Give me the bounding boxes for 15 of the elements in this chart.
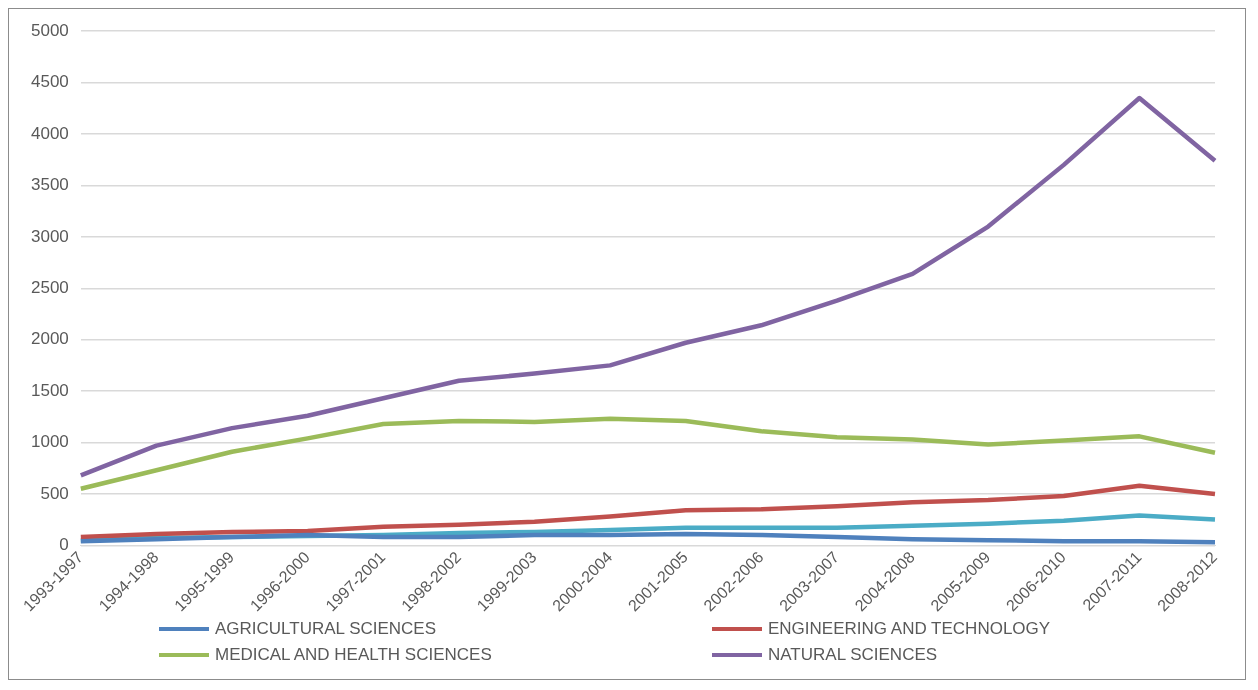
y-tick-label: 1500	[30, 380, 69, 400]
y-tick-label: 5000	[30, 20, 69, 40]
y-tick-label: 2500	[30, 277, 69, 297]
legend-label: AGRICULTURAL SCIENCES	[215, 619, 437, 639]
y-tick-label: 2000	[30, 329, 69, 349]
y-tick-label: 3500	[30, 175, 69, 195]
y-tick-label: 4000	[30, 123, 69, 143]
y-tick-label: 4500	[30, 72, 69, 92]
y-tick-label: 3000	[30, 226, 69, 246]
legend-label: NATURAL SCIENCES	[768, 645, 938, 665]
y-tick-label: 500	[40, 483, 69, 503]
legend-label: MEDICAL AND HEALTH SCIENCES	[215, 645, 492, 665]
y-tick-label: 1000	[30, 432, 69, 452]
y-tick-label: 0	[59, 535, 69, 555]
legend-label: ENGINEERING AND TECHNOLOGY	[768, 619, 1051, 639]
